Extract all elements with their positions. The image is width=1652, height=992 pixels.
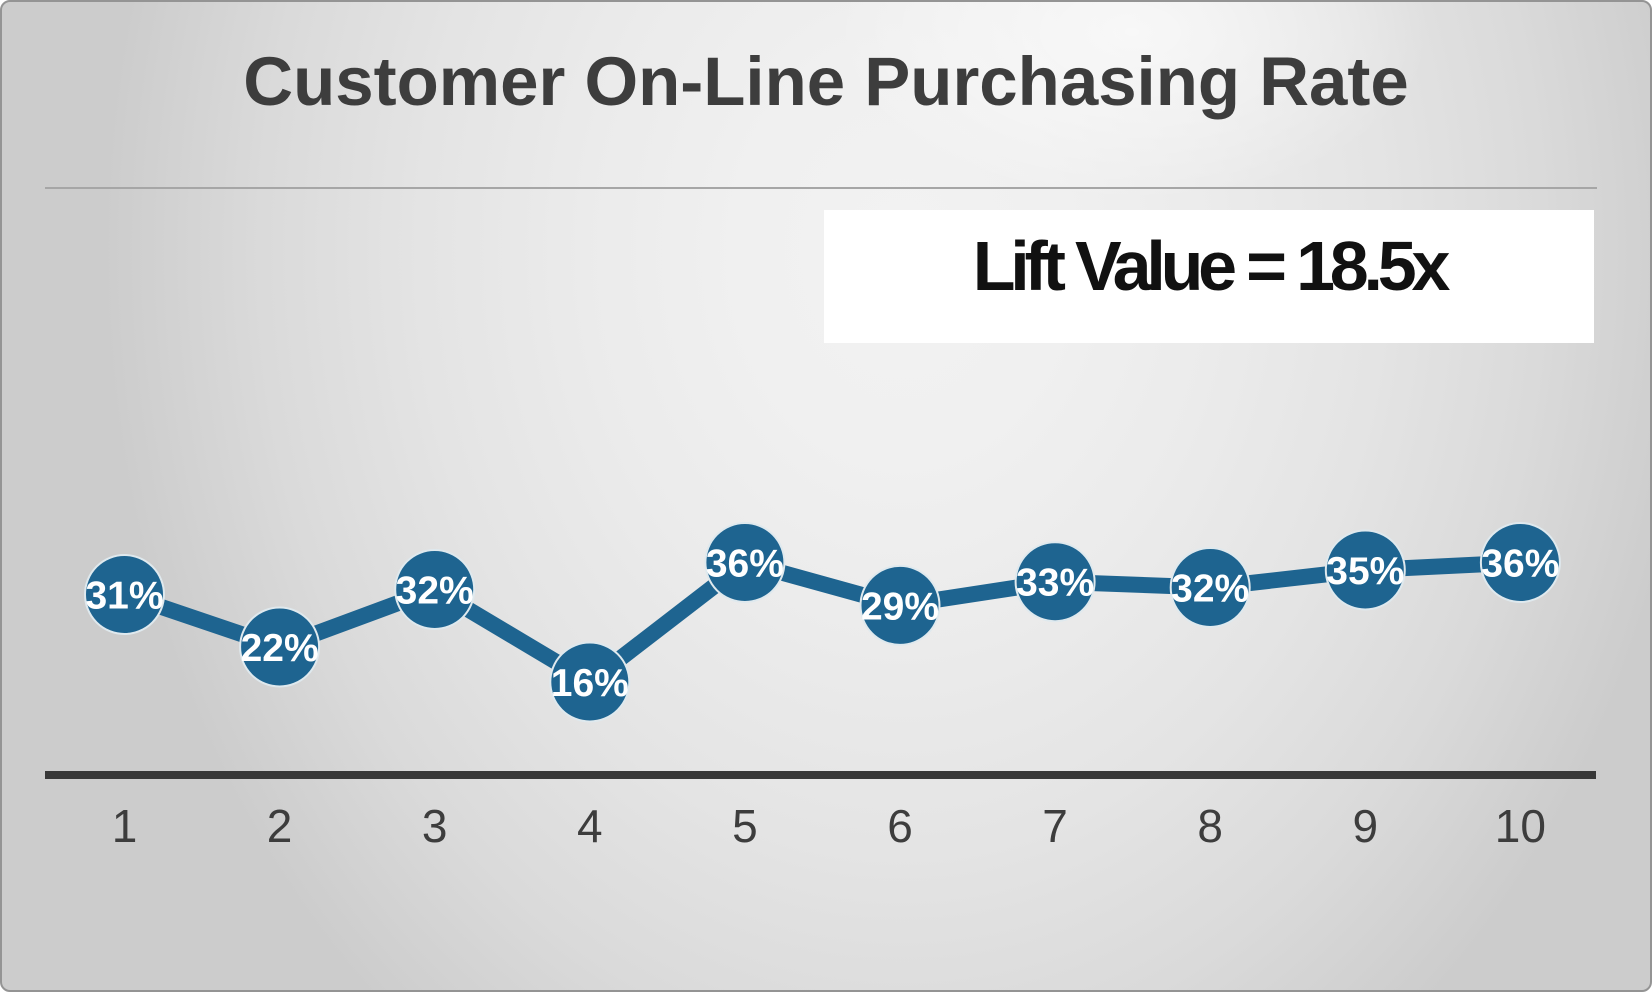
svg-text:33%: 33% <box>1016 562 1094 605</box>
svg-text:32%: 32% <box>1171 568 1249 611</box>
svg-text:16%: 16% <box>551 662 629 705</box>
svg-text:32%: 32% <box>396 570 474 613</box>
svg-text:22%: 22% <box>241 627 319 670</box>
svg-text:36%: 36% <box>706 543 784 586</box>
svg-text:35%: 35% <box>1326 550 1404 593</box>
svg-text:31%: 31% <box>85 575 163 618</box>
svg-text:36%: 36% <box>1481 543 1559 586</box>
svg-text:29%: 29% <box>861 585 939 628</box>
